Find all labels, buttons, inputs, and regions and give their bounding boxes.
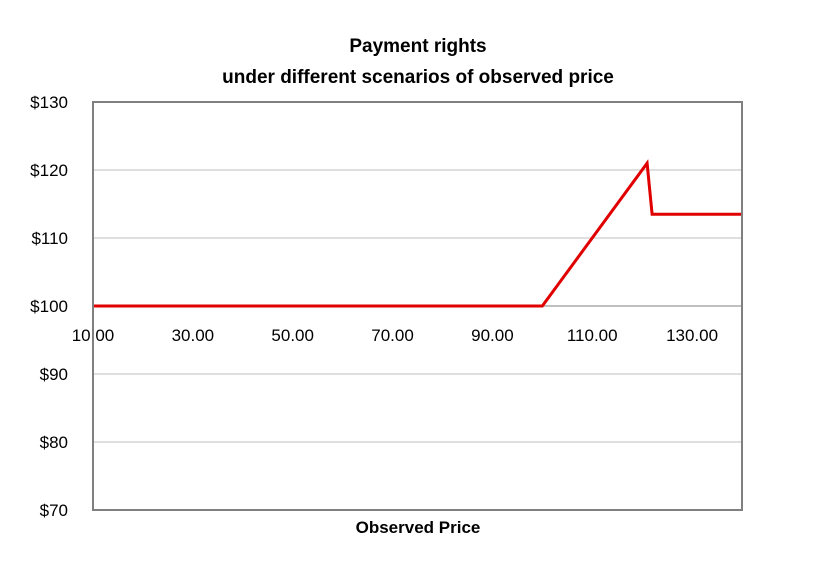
series-line: [93, 159, 742, 308]
y-tick-label: $100: [30, 297, 68, 316]
x-tick-label: 110.00: [567, 326, 618, 345]
y-tick-label: $120: [30, 161, 68, 180]
x-tick-label: 50.00: [271, 326, 314, 345]
chart-title: Payment rights: [349, 36, 486, 57]
y-tick-label: $80: [40, 433, 68, 452]
x-tick-label: 130.00: [666, 326, 718, 345]
x-axis-tick-labels: 10.00 30.00 50.00 70.00 90.00 110.00 130.00: [72, 326, 718, 345]
plot-area-border: [92, 101, 743, 511]
y-tick-label: $110: [31, 229, 68, 248]
x-tick-label: 30.00: [172, 326, 215, 345]
gridlines: [93, 169, 742, 443]
y-tick-label: $70: [40, 501, 68, 520]
y-tick-label: $130: [30, 93, 68, 112]
y-axis-tick-labels: $130 $120 $110 $100 $90 $80 $70: [30, 93, 68, 520]
series-layer: [93, 159, 742, 308]
chart-subtitle: under different scenarios of observed pr…: [222, 67, 614, 88]
x-tick-label: 90.00: [471, 326, 514, 345]
x-tick-label: 70.00: [371, 326, 414, 345]
y-tick-label: $90: [40, 365, 68, 384]
x-axis-title: Observed Price: [356, 518, 481, 537]
